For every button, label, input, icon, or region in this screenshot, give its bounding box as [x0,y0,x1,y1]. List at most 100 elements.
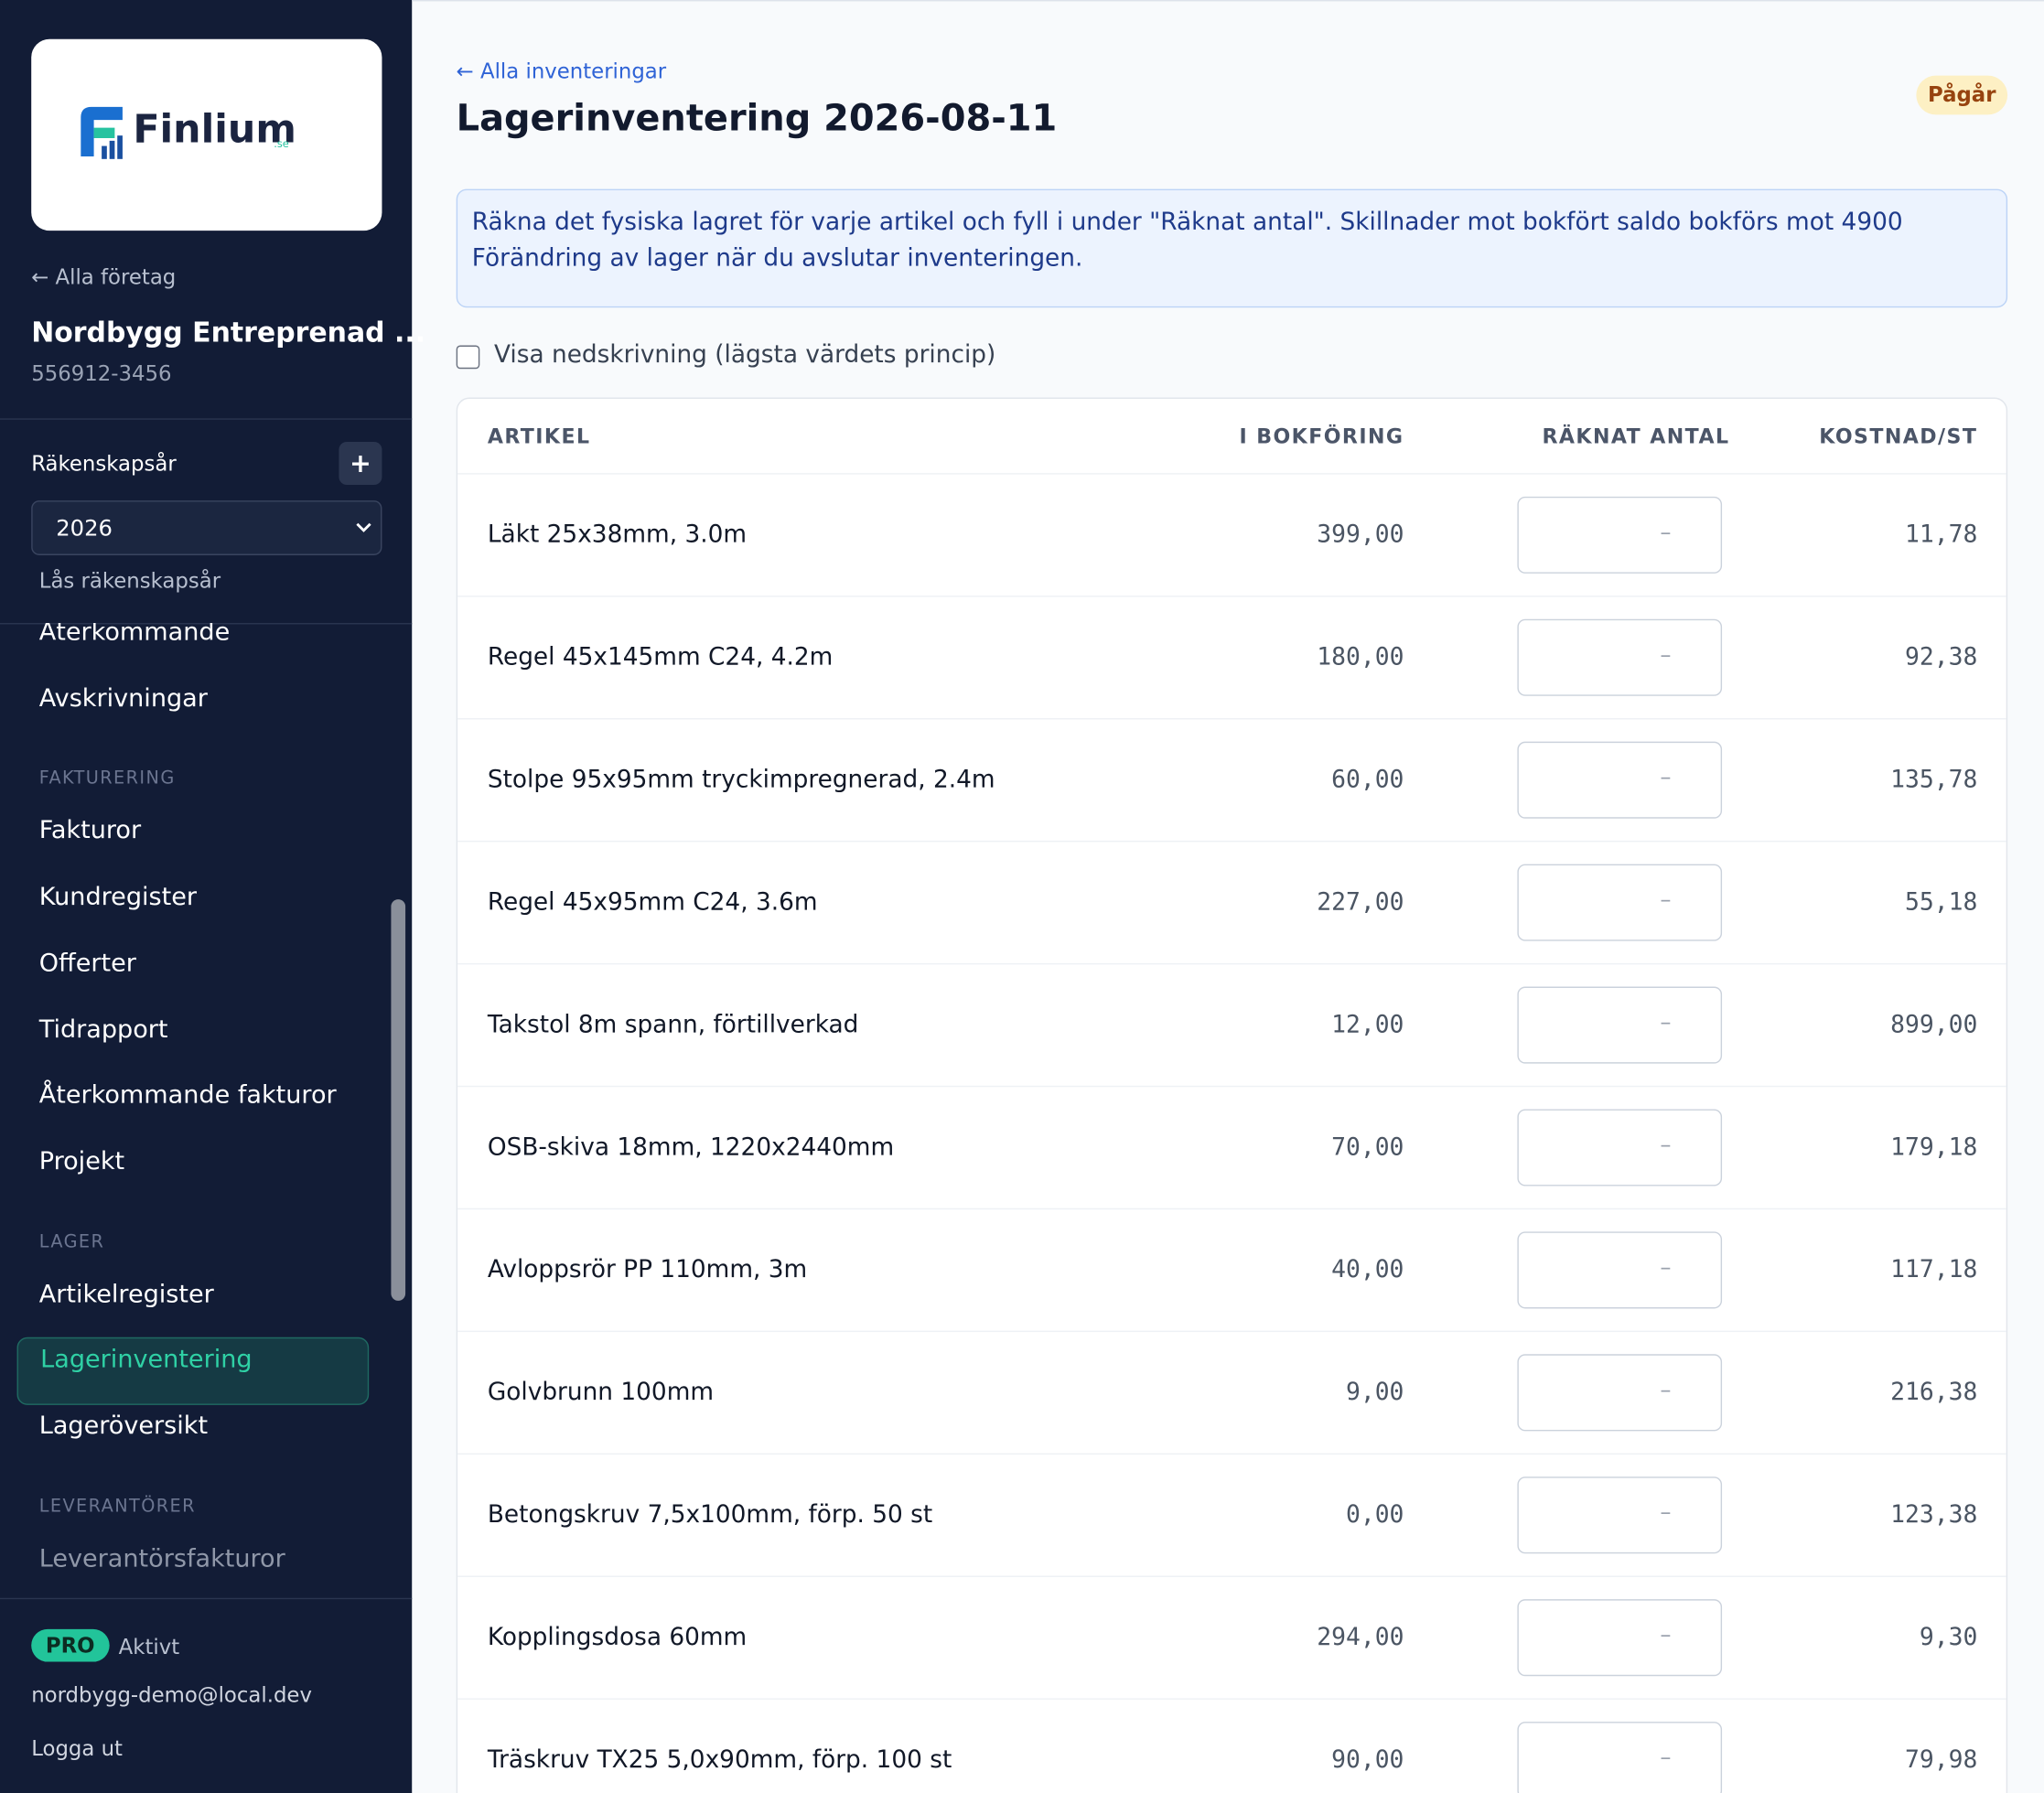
nav-item[interactable]: Återkommande fakturor [38,1080,337,1110]
booked-qty: 294,00 [1317,1624,1404,1652]
logo-icon [81,106,123,159]
nav-item[interactable]: Återkommande [38,623,231,647]
lock-year[interactable]: Lås räkenskapsår [38,568,221,594]
article-name: Takstol 8m spann, förtillverkad [487,1011,859,1039]
table-row: Golvbrunn 100mm 9,00 – 216,38 [457,1330,2006,1455]
nav-item[interactable]: Leverantörsfakturor [38,1543,285,1573]
column-header: KOSTNAD/ST [1819,424,1978,449]
email: nordbygg-demo@local.dev [31,1682,312,1708]
unit-cost: 11,78 [1904,521,1978,549]
nav-section: FAKTURERING [38,768,176,789]
nav-item[interactable]: Lageröversikt [38,1411,209,1441]
table-row: Betongskruv 7,5x100mm, förp. 50 st 0,00 – 1… [457,1453,2006,1577]
divider [0,623,413,625]
back-link[interactable]: ← Alla inventeringar [456,59,667,84]
nav-section: LAGER [38,1230,105,1252]
booked-qty: 180,00 [1317,643,1404,671]
logout[interactable]: Logga ut [31,1735,123,1761]
unit-cost: 55,18 [1904,888,1978,917]
counted-input[interactable]: – [1517,741,1723,819]
input-placeholder: – [1660,887,1672,914]
year-value: 2026 [56,516,113,542]
counted-input[interactable]: – [1517,1109,1723,1186]
back-link[interactable]: ← Alla företag [31,264,177,290]
booked-qty: 60,00 [1331,766,1404,794]
input-placeholder: – [1660,520,1672,546]
add-button[interactable]: + [339,441,382,486]
counted-input[interactable]: – [1517,986,1723,1064]
counted-input[interactable]: – [1517,1476,1723,1554]
nav-item[interactable]: Tidrapport [38,1015,168,1044]
org-number: 556912-3456 [31,360,172,386]
unit-cost: 92,38 [1904,643,1978,671]
table-row: Regel 45x95mm C24, 3.6m 227,00 – 55,18 [457,840,2006,964]
plan-status: Aktivt [118,1634,180,1659]
input-placeholder: – [1660,1745,1672,1772]
unit-cost: 216,38 [1890,1379,1978,1407]
counted-input[interactable]: – [1517,1599,1723,1677]
nav-item[interactable]: Fakturor [38,816,142,845]
nav-item-active[interactable]: Lagerinventering [40,1345,253,1375]
top-border [412,0,2044,2]
unit-cost: 117,18 [1890,1256,1978,1284]
booked-qty: 399,00 [1317,521,1404,549]
input-placeholder: – [1660,765,1672,791]
counted-input[interactable]: – [1517,864,1723,941]
table-row: OSB-skiva 18mm, 1220x2440mm 70,00 – 179,18 [457,1085,2006,1209]
input-placeholder: – [1660,1499,1672,1527]
counted-input[interactable]: – [1517,1231,1723,1309]
article-name: Avloppsrör PP 110mm, 3m [487,1256,808,1284]
unit-cost: 79,98 [1904,1746,1978,1775]
unit-cost: 9,30 [1919,1624,1978,1652]
article-name: Golvbrunn 100mm [487,1379,715,1407]
checkbox[interactable] [456,345,480,370]
unit-cost: 123,38 [1890,1501,1978,1530]
input-placeholder: – [1660,1377,1672,1404]
status-badge: Pågår [1916,75,2008,115]
nav: Återkommande Avskrivningar FAKTURERING Fakt… [0,623,386,1598]
input-placeholder: – [1660,1622,1672,1649]
company-name: Nordbygg Entreprenad ... [31,317,426,349]
divider [0,1597,413,1600]
info-notice: Räkna det fysiska lagret för varje artik… [456,188,2008,308]
nav-item[interactable]: Artikelregister [38,1279,214,1308]
table-row: Regel 45x145mm C24, 4.2m 180,00 – 92,38 [457,596,2006,719]
input-placeholder: – [1660,1010,1672,1036]
table-row: Takstol 8m spann, förtillverkad 12,00 – 899… [457,962,2006,1087]
nav-item[interactable]: Projekt [38,1146,125,1176]
nav-active-bg[interactable] [16,1337,370,1406]
column-header: I BOKFÖRING [1239,424,1404,449]
nav-item[interactable]: Offerter [38,948,136,978]
booked-qty: 40,00 [1331,1256,1404,1284]
column-header: RÄKNAT ANTAL [1542,424,1730,449]
logo-suffix: .se [274,138,289,150]
plan-badge: PRO [31,1628,110,1662]
unit-cost: 899,00 [1890,1011,1978,1039]
nav-item[interactable]: Kundregister [38,882,198,912]
counted-input[interactable]: – [1517,1354,1723,1432]
article-name: OSB-skiva 18mm, 1220x2440mm [487,1133,895,1162]
booked-qty: 0,00 [1345,1501,1404,1530]
table-row: Träskruv TX25 5,0x90mm, förp. 100 st 90,0… [457,1698,2006,1793]
table-row: Stolpe 95x95mm tryckimpregnerad, 2.4m 60,… [457,718,2006,842]
counted-input[interactable]: – [1517,1722,1723,1793]
scrollbar[interactable] [391,899,406,1301]
counted-input[interactable]: – [1517,618,1723,696]
input-placeholder: – [1660,1133,1672,1159]
article-name: Regel 45x145mm C24, 4.2m [487,643,834,671]
booked-qty: 90,00 [1331,1746,1404,1775]
year-select[interactable]: 2026 [31,500,382,555]
article-name: Betongskruv 7,5x100mm, förp. 50 st [487,1501,933,1530]
logo-card[interactable]: Finlium .se [31,38,382,231]
nav-item[interactable]: Avskrivningar [38,683,208,713]
checkbox-label[interactable]: Visa nedskrivning (lägsta värdets princi… [493,341,996,370]
chevron [356,522,371,532]
counted-input[interactable]: – [1517,496,1723,574]
table-row: Avloppsrör PP 110mm, 3m 40,00 – 117,18 [457,1208,2006,1332]
inventory-table: ARTIKEL I BOKFÖRING RÄKNAT ANTAL KOSTNAD/ST… [456,397,2008,1793]
fiscal-year-label: Räkenskapsår [31,450,177,477]
article-name: Kopplingsdosa 60mm [487,1624,748,1652]
booked-qty: 70,00 [1331,1133,1404,1162]
